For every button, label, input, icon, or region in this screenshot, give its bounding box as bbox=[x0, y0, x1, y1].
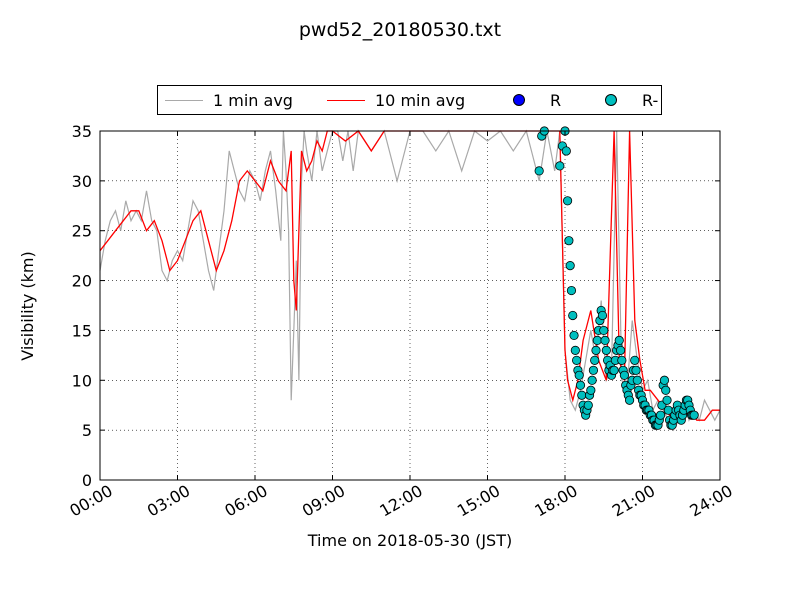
series-r-minus-point bbox=[661, 385, 671, 395]
series-r-minus-point bbox=[630, 355, 640, 365]
legend-entry-10min: 10 min avg bbox=[327, 86, 465, 114]
series-layer bbox=[99, 126, 721, 432]
series-r-minus-point bbox=[689, 410, 699, 420]
legend-swatch-10min bbox=[327, 99, 365, 101]
series-r-minus-point bbox=[534, 166, 544, 176]
series-r-minus-point bbox=[566, 285, 577, 296]
series-r-minus-point bbox=[591, 345, 601, 355]
series-r-minus-point bbox=[614, 335, 624, 345]
x-tick-label: 12:00 bbox=[376, 481, 425, 521]
series-r-minus-point bbox=[555, 161, 565, 171]
series-r-minus-point bbox=[583, 400, 593, 410]
y-tick-label: 5 bbox=[82, 421, 92, 440]
series-r-minus-point bbox=[655, 410, 666, 420]
series-r-minus-point bbox=[568, 310, 578, 321]
legend-label-r: R bbox=[550, 90, 562, 110]
series-r-minus-point bbox=[597, 310, 608, 321]
series-r-minus-point bbox=[570, 345, 580, 355]
legend: 1 min avg 10 min avg R R- bbox=[157, 85, 662, 115]
series-1min-line bbox=[99, 129, 721, 432]
series-r-minus-point bbox=[624, 395, 635, 405]
series-r-minus-point bbox=[615, 345, 626, 355]
y-tick-label: 35 bbox=[72, 122, 92, 141]
series-r-minus-point bbox=[631, 365, 641, 375]
legend-label-10min: 10 min avg bbox=[375, 90, 466, 110]
series-r-minus-point bbox=[601, 345, 611, 355]
series-r-minus-point bbox=[599, 325, 609, 336]
x-tick-label: 15:00 bbox=[454, 481, 503, 521]
x-tick-label: 03:00 bbox=[144, 481, 193, 521]
legend-swatch-r-minus bbox=[605, 94, 617, 106]
series-r-minus-point bbox=[564, 236, 574, 246]
chart-title: pwd52_20180530.txt bbox=[298, 19, 502, 41]
x-tick-label: 24:00 bbox=[686, 481, 735, 521]
x-tick-label: 21:00 bbox=[609, 481, 658, 521]
y-tick-label: 10 bbox=[72, 371, 92, 390]
series-r-minus-point bbox=[588, 365, 599, 375]
legend-entry-r: R bbox=[513, 86, 561, 114]
x-tick-label: 18:00 bbox=[531, 481, 580, 521]
series-r-minus-point bbox=[662, 395, 672, 405]
x-tick-label: 06:00 bbox=[221, 481, 270, 521]
series-r-minus-point bbox=[572, 355, 582, 365]
legend-label-r-minus: R- bbox=[642, 90, 659, 110]
series-r-minus-point bbox=[592, 335, 602, 345]
series-r-minus-point bbox=[659, 375, 670, 385]
series-r-minus-point bbox=[586, 385, 596, 395]
series-r-minus-point bbox=[562, 196, 573, 206]
y-axis-label: Visibility (km) bbox=[18, 251, 37, 360]
series-r-minus-point bbox=[587, 375, 597, 385]
y-tick-label: 20 bbox=[72, 272, 92, 291]
series-r-minus-point bbox=[609, 365, 619, 375]
series-r-minus-point bbox=[574, 370, 584, 380]
series-r-minus-point bbox=[619, 370, 630, 380]
legend-entry-r-minus: R- bbox=[605, 86, 658, 114]
y-tick-label: 30 bbox=[72, 172, 92, 191]
series-r-minus-point bbox=[561, 146, 571, 156]
grid bbox=[100, 131, 720, 480]
y-tick-label: 15 bbox=[72, 321, 92, 340]
series-r-minus-point bbox=[565, 261, 575, 271]
x-axis-label: Time on 2018-05-30 (JST) bbox=[307, 531, 512, 550]
y-tick-label: 25 bbox=[72, 222, 92, 241]
series-r-minus-point bbox=[632, 375, 642, 385]
y-tick-label: 0 bbox=[82, 471, 92, 490]
series-r-minus-point bbox=[600, 335, 610, 345]
series-r-minus-point bbox=[590, 355, 600, 365]
legend-label-1min: 1 min avg bbox=[213, 90, 293, 110]
series-r-minus-point bbox=[575, 380, 586, 390]
x-tick-label: 09:00 bbox=[299, 481, 348, 521]
series-r-minus-point bbox=[617, 355, 627, 365]
legend-swatch-r bbox=[513, 94, 525, 106]
legend-swatch-1min bbox=[165, 99, 203, 101]
series-r-minus-point bbox=[577, 390, 587, 400]
series-r-minus-point bbox=[569, 330, 579, 341]
legend-entry-1min: 1 min avg bbox=[165, 86, 293, 114]
